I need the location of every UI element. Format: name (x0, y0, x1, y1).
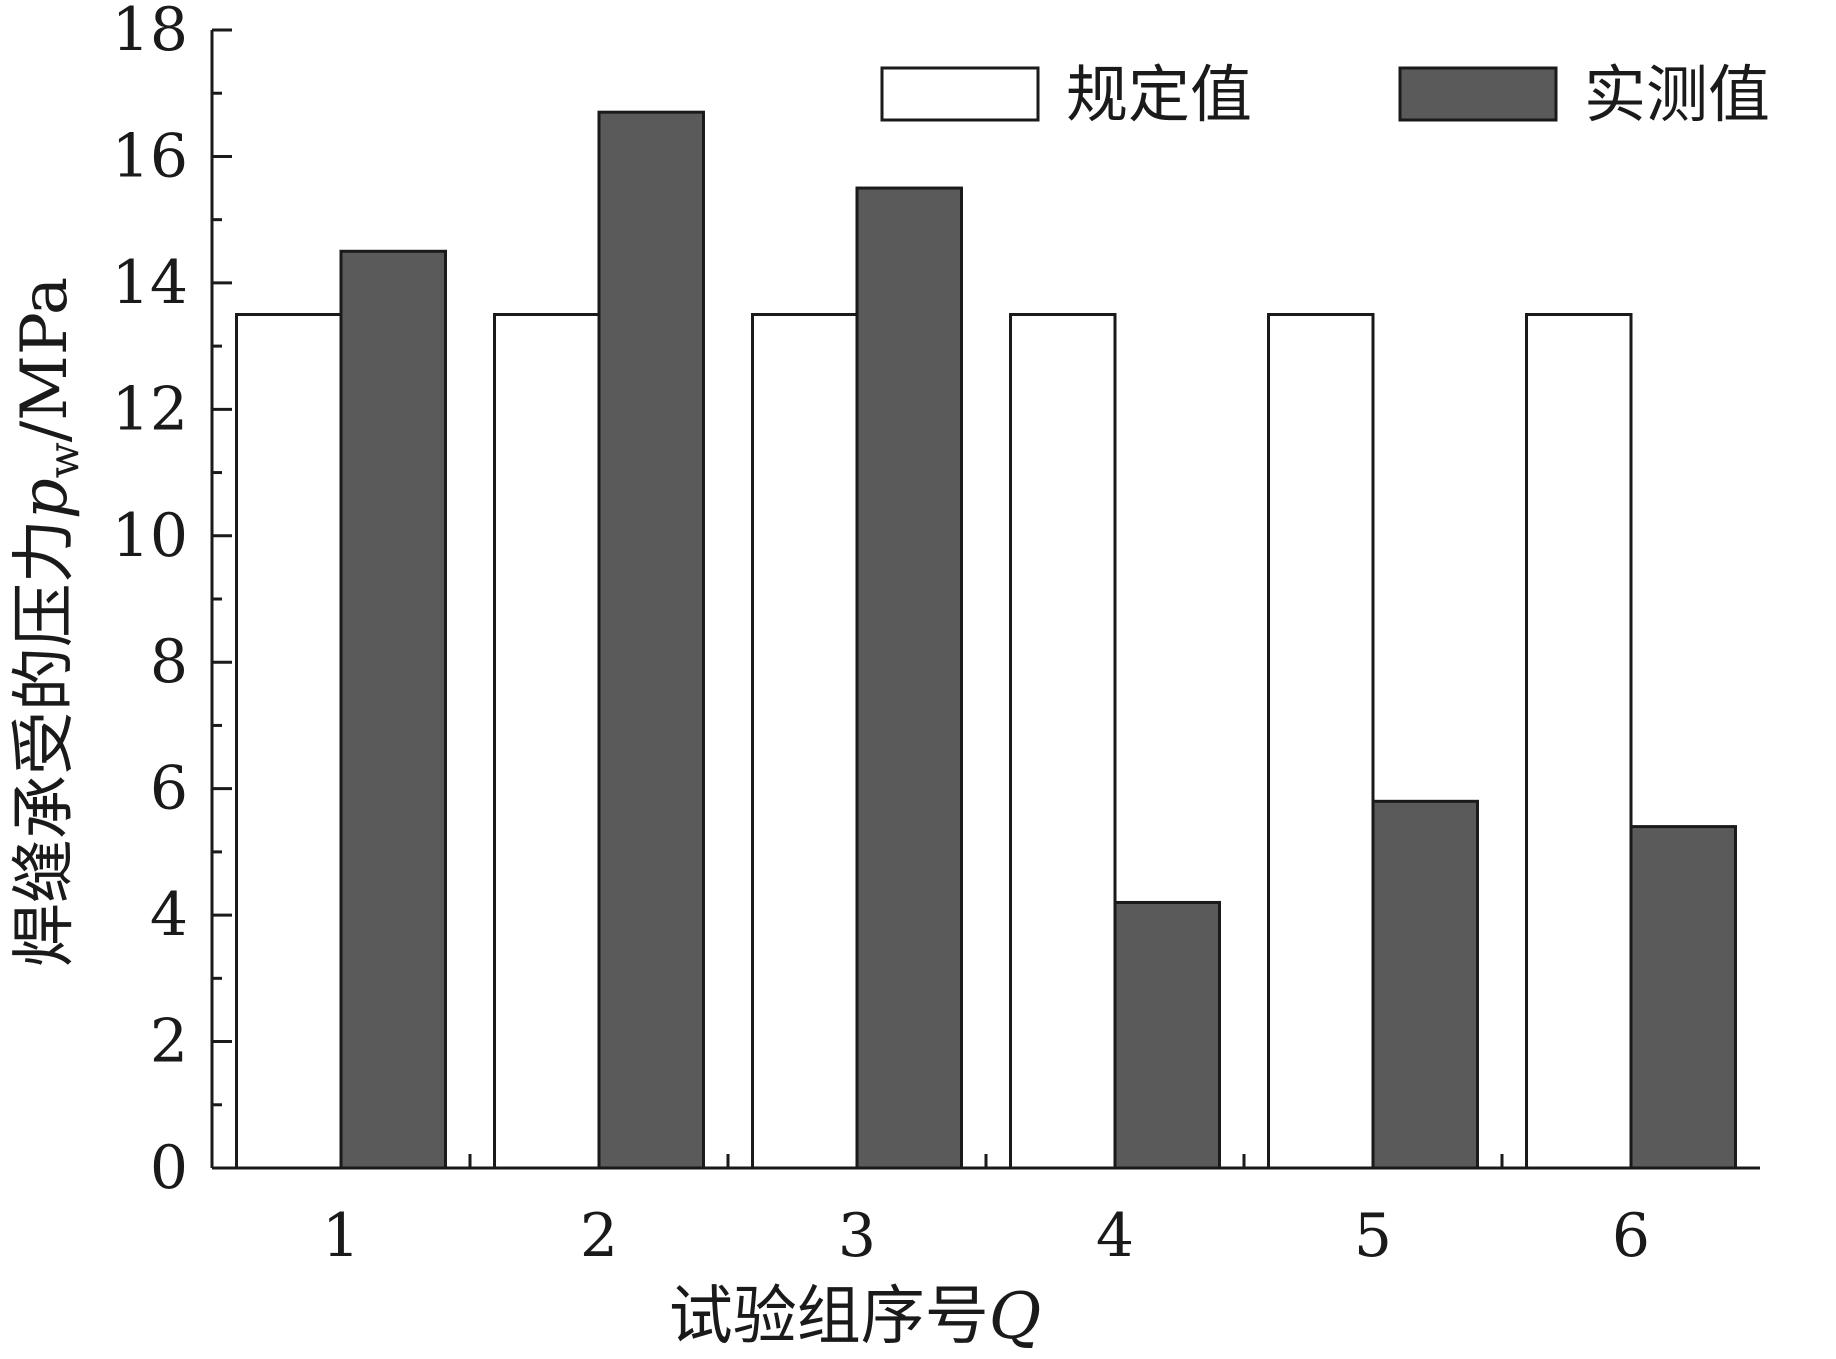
legend-swatch-measured (1398, 66, 1558, 122)
bar-specified-5 (1267, 313, 1375, 1170)
y-axis-title-subscript: w (39, 442, 88, 478)
x-tick-label: 6 (1612, 1201, 1650, 1271)
y-tick-label: 12 (112, 374, 188, 444)
x-tick-label: 1 (322, 1201, 360, 1271)
y-tick-label: 18 (112, 0, 188, 65)
y-tick-label: 16 (112, 121, 188, 191)
x-ticks: 1 2 3 4 5 6 (322, 1154, 1650, 1271)
y-tick-label: 0 (150, 1133, 188, 1203)
legend: 规定值 实测值 (880, 58, 1770, 131)
bar-measured-6 (1629, 825, 1737, 1170)
x-tick-label: 5 (1354, 1201, 1392, 1271)
x-axis-title: 试验组序号Q (669, 1280, 1041, 1354)
bar-measured-5 (1371, 799, 1479, 1170)
y-tick-label: 8 (150, 627, 188, 697)
x-tick-label: 2 (580, 1201, 618, 1271)
bar-specified-3 (751, 313, 859, 1170)
y-tick-label: 2 (150, 1007, 188, 1077)
bar-measured-1 (339, 249, 447, 1170)
bars-layer (235, 110, 1737, 1170)
legend-label-specified: 规定值 (1066, 58, 1252, 131)
y-tick-label: 6 (150, 754, 188, 824)
legend-swatch-specified (880, 66, 1040, 122)
bar-measured-4 (1113, 900, 1221, 1170)
x-axis-title-text: 试验组序号 (669, 1280, 989, 1354)
y-tick-label: 14 (112, 248, 188, 318)
legend-label-measured: 实测值 (1584, 58, 1770, 131)
bar-specified-1 (235, 313, 343, 1170)
bar-measured-3 (855, 186, 963, 1170)
y-axis-title-unit: /MPa (8, 277, 82, 442)
y-axis-title-text: 焊缝承受的压力 (8, 519, 82, 967)
x-axis-title-variable: Q (989, 1280, 1041, 1354)
bar-specified-4 (1009, 313, 1117, 1170)
y-tick-label: 10 (112, 501, 188, 571)
x-tick-label: 4 (1096, 1201, 1134, 1271)
bar-specified-6 (1525, 313, 1633, 1170)
y-ticks: 0 2 4 6 8 10 12 14 16 18 (112, 0, 232, 1203)
y-tick-label: 4 (150, 880, 188, 950)
bar-measured-2 (597, 110, 705, 1170)
x-tick-label: 3 (838, 1201, 876, 1271)
y-axis-title-variable: p (8, 478, 82, 519)
bar-specified-2 (493, 313, 601, 1170)
y-axis-title: 焊缝承受的压力pw/MPa (8, 277, 88, 967)
